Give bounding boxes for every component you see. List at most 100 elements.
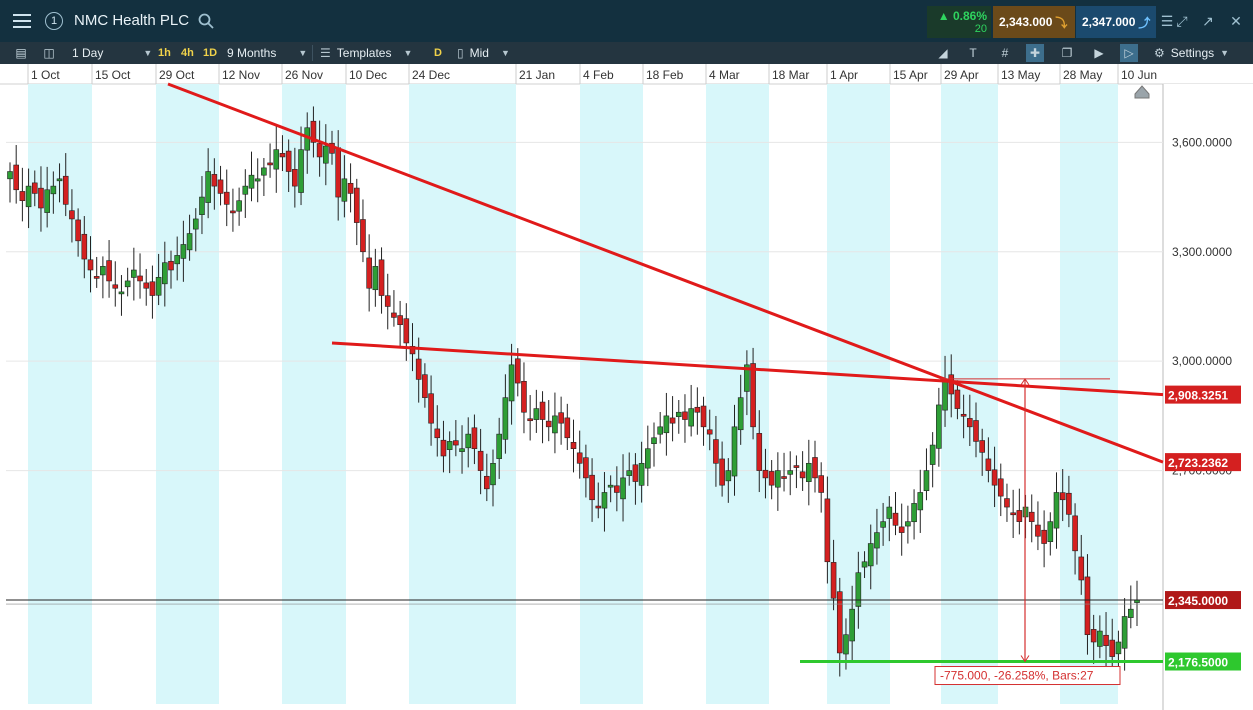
x-tick-label: 1 Apr [830, 68, 858, 82]
candle-body [353, 187, 360, 223]
candle-body [1090, 629, 1097, 643]
draw-icon[interactable]: ◢ [938, 46, 948, 60]
text-icon[interactable]: T [969, 46, 977, 60]
candle-body [279, 153, 286, 158]
candle-body [1028, 511, 1035, 522]
trendline-main [167, 82, 1164, 464]
candle-body [936, 404, 942, 449]
instrument-title: NMC Health PLC [74, 12, 190, 29]
candle-body [737, 397, 744, 431]
layout-icon[interactable]: ▤ [15, 46, 27, 60]
candle-body [960, 413, 967, 417]
candle-body [38, 187, 44, 209]
copy-icon[interactable]: ❐ [1061, 46, 1073, 60]
candle-body [391, 312, 397, 318]
price-type-select[interactable]: ▯ Mid ▼ [457, 46, 510, 60]
quick-4h-button[interactable]: 4h [181, 47, 194, 59]
candle-body [713, 439, 719, 464]
settings-button[interactable]: ⚙ Settings ▼ [1154, 46, 1230, 60]
candle-body [533, 408, 540, 420]
indicator-icon[interactable]: ▶ [1094, 46, 1104, 60]
info-icon[interactable]: 1 [42, 6, 66, 36]
candle-body [929, 444, 936, 465]
price-type-label: Mid [469, 46, 489, 60]
candle-body [527, 418, 533, 422]
crosshair-icon[interactable]: ✚ [1026, 44, 1044, 62]
candle-body [186, 233, 193, 251]
candle-body [1010, 512, 1016, 516]
candle-body [1059, 492, 1066, 501]
candle-body [285, 150, 292, 172]
interval-label: 1 Day [72, 46, 104, 60]
candle-body [1078, 556, 1085, 581]
candle-body [787, 470, 794, 475]
y-tick-label: 3,000.0000 [1172, 354, 1232, 368]
candle-body [248, 174, 255, 189]
candle-body [1016, 510, 1023, 522]
candle-body [583, 457, 589, 479]
d-button[interactable]: D [434, 47, 442, 59]
sell-button[interactable]: 2,343.000 ⤵ [993, 6, 1075, 38]
quick-1d-button[interactable]: 1D [203, 47, 218, 59]
x-tick-label: 18 Feb [646, 68, 684, 82]
range-label: 9 Months [227, 46, 277, 60]
candle-body [415, 358, 422, 380]
candle-body [341, 178, 348, 202]
candle-body [651, 437, 657, 444]
candle-body [502, 397, 509, 440]
candle-body [1053, 492, 1060, 529]
candle-body [688, 408, 694, 427]
chart-area[interactable]: 1 Oct 15 Oct 29 Oct 12 Nov 26 Nov 10 Dec 24 De… [0, 64, 1253, 710]
external-link-icon[interactable]: ↗ [1202, 12, 1214, 29]
time-band [282, 84, 346, 704]
candle-body [81, 233, 88, 260]
candle-body [372, 266, 379, 291]
candle-body [985, 458, 992, 471]
candle-body [440, 439, 447, 457]
close-icon[interactable]: ✕ [1230, 12, 1242, 29]
support-tag-box [1165, 652, 1241, 671]
buy-button[interactable]: 2,347.000 ⤴ [1076, 6, 1156, 38]
price-chart[interactable]: 1 Oct 15 Oct 29 Oct 12 Nov 26 Nov 10 Dec 24 De… [0, 64, 1253, 710]
x-tick-label: 15 Oct [95, 68, 131, 82]
candle-body [669, 417, 676, 424]
candle-body [521, 380, 527, 413]
candle-body [273, 149, 280, 170]
candle-body [230, 210, 236, 214]
candle-body [645, 448, 651, 469]
candle-body [1041, 529, 1047, 544]
candle-body [626, 470, 633, 476]
quick-1h-button[interactable]: 1h [158, 47, 171, 59]
candle-body [855, 572, 862, 607]
candle-body [508, 364, 515, 402]
measure-label: -775.000, -26.258%, Bars:27 [940, 669, 1094, 683]
candle-body [267, 162, 273, 166]
popout-icon[interactable]: ☰ [1160, 12, 1174, 29]
candle-body [422, 374, 428, 398]
candle-body [967, 418, 973, 428]
candle-body [323, 145, 329, 164]
candle-body [991, 469, 998, 486]
candle-body [143, 282, 150, 289]
candle-body [236, 200, 242, 212]
interval-select[interactable]: 1 Day ▼ [72, 46, 153, 60]
candle-body [434, 428, 441, 439]
menu-icon[interactable] [6, 6, 38, 36]
scroll-home-icon [1134, 85, 1150, 99]
range-select[interactable]: 9 Months ▼ [227, 46, 308, 60]
candle-body [93, 276, 100, 279]
label-icon[interactable]: ▷ [1120, 44, 1138, 62]
candle-body [1115, 641, 1122, 655]
bar-chart-icon[interactable]: ◫ [43, 46, 55, 60]
expand-icon[interactable]: ⤢ [1176, 12, 1188, 29]
candle-body [997, 478, 1004, 497]
candle-body [62, 175, 69, 205]
candle-body [1084, 576, 1091, 636]
templates-button[interactable]: ☰ Templates ▼ [320, 46, 413, 60]
candle-body [310, 120, 317, 143]
search-icon[interactable] [198, 13, 214, 29]
x-tick-label: 29 Apr [944, 68, 979, 82]
grid-icon[interactable]: # [1001, 46, 1009, 60]
candle-body [942, 379, 948, 411]
